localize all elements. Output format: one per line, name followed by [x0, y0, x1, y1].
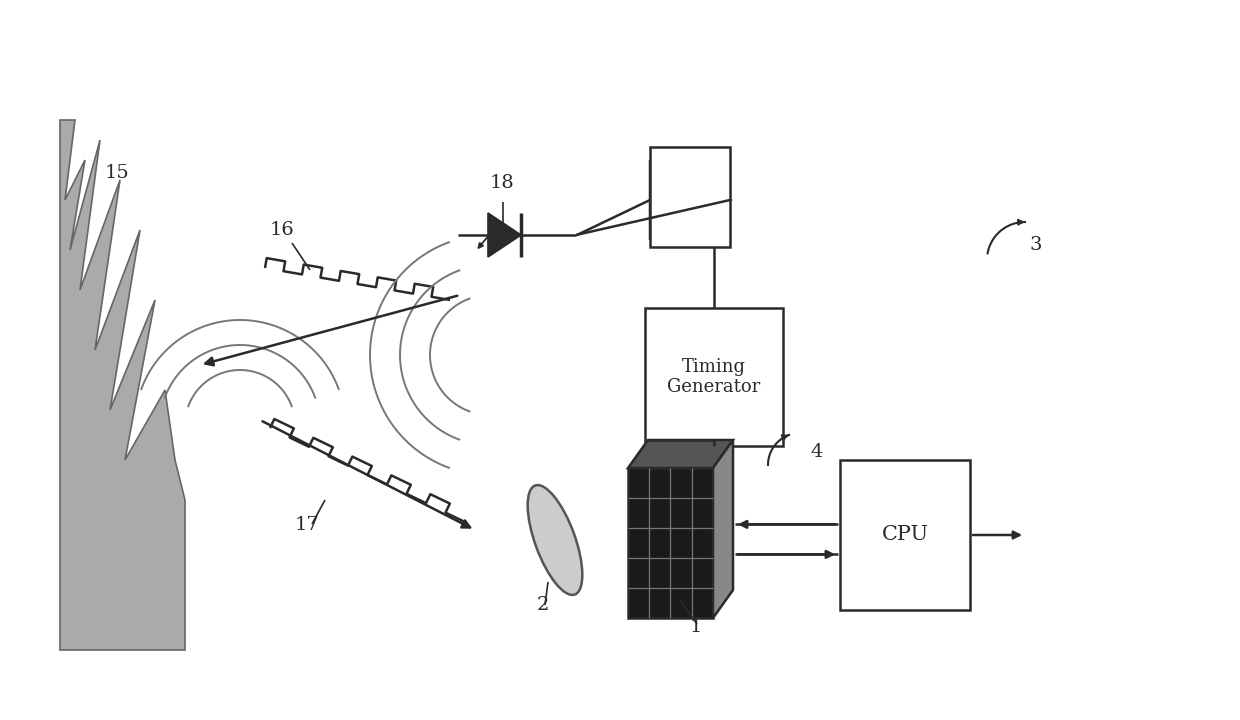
Text: Timing
Generator: Timing Generator [667, 358, 760, 397]
Polygon shape [60, 120, 185, 650]
Polygon shape [650, 162, 730, 238]
Ellipse shape [528, 485, 583, 595]
Text: 18: 18 [490, 174, 515, 192]
Bar [645, 308, 782, 446]
Text: 16: 16 [270, 221, 295, 239]
Text: 15: 15 [105, 164, 130, 182]
Bar [650, 147, 730, 247]
Polygon shape [713, 440, 733, 618]
Polygon shape [489, 213, 521, 257]
Text: 17: 17 [295, 516, 320, 534]
Text: 2: 2 [537, 596, 549, 614]
Bar [627, 468, 713, 618]
Bar [839, 460, 970, 610]
Text: 1: 1 [689, 618, 702, 636]
Text: CPU: CPU [882, 526, 929, 544]
Text: 4: 4 [810, 443, 822, 461]
Polygon shape [627, 440, 733, 468]
Text: 3: 3 [1030, 236, 1043, 254]
